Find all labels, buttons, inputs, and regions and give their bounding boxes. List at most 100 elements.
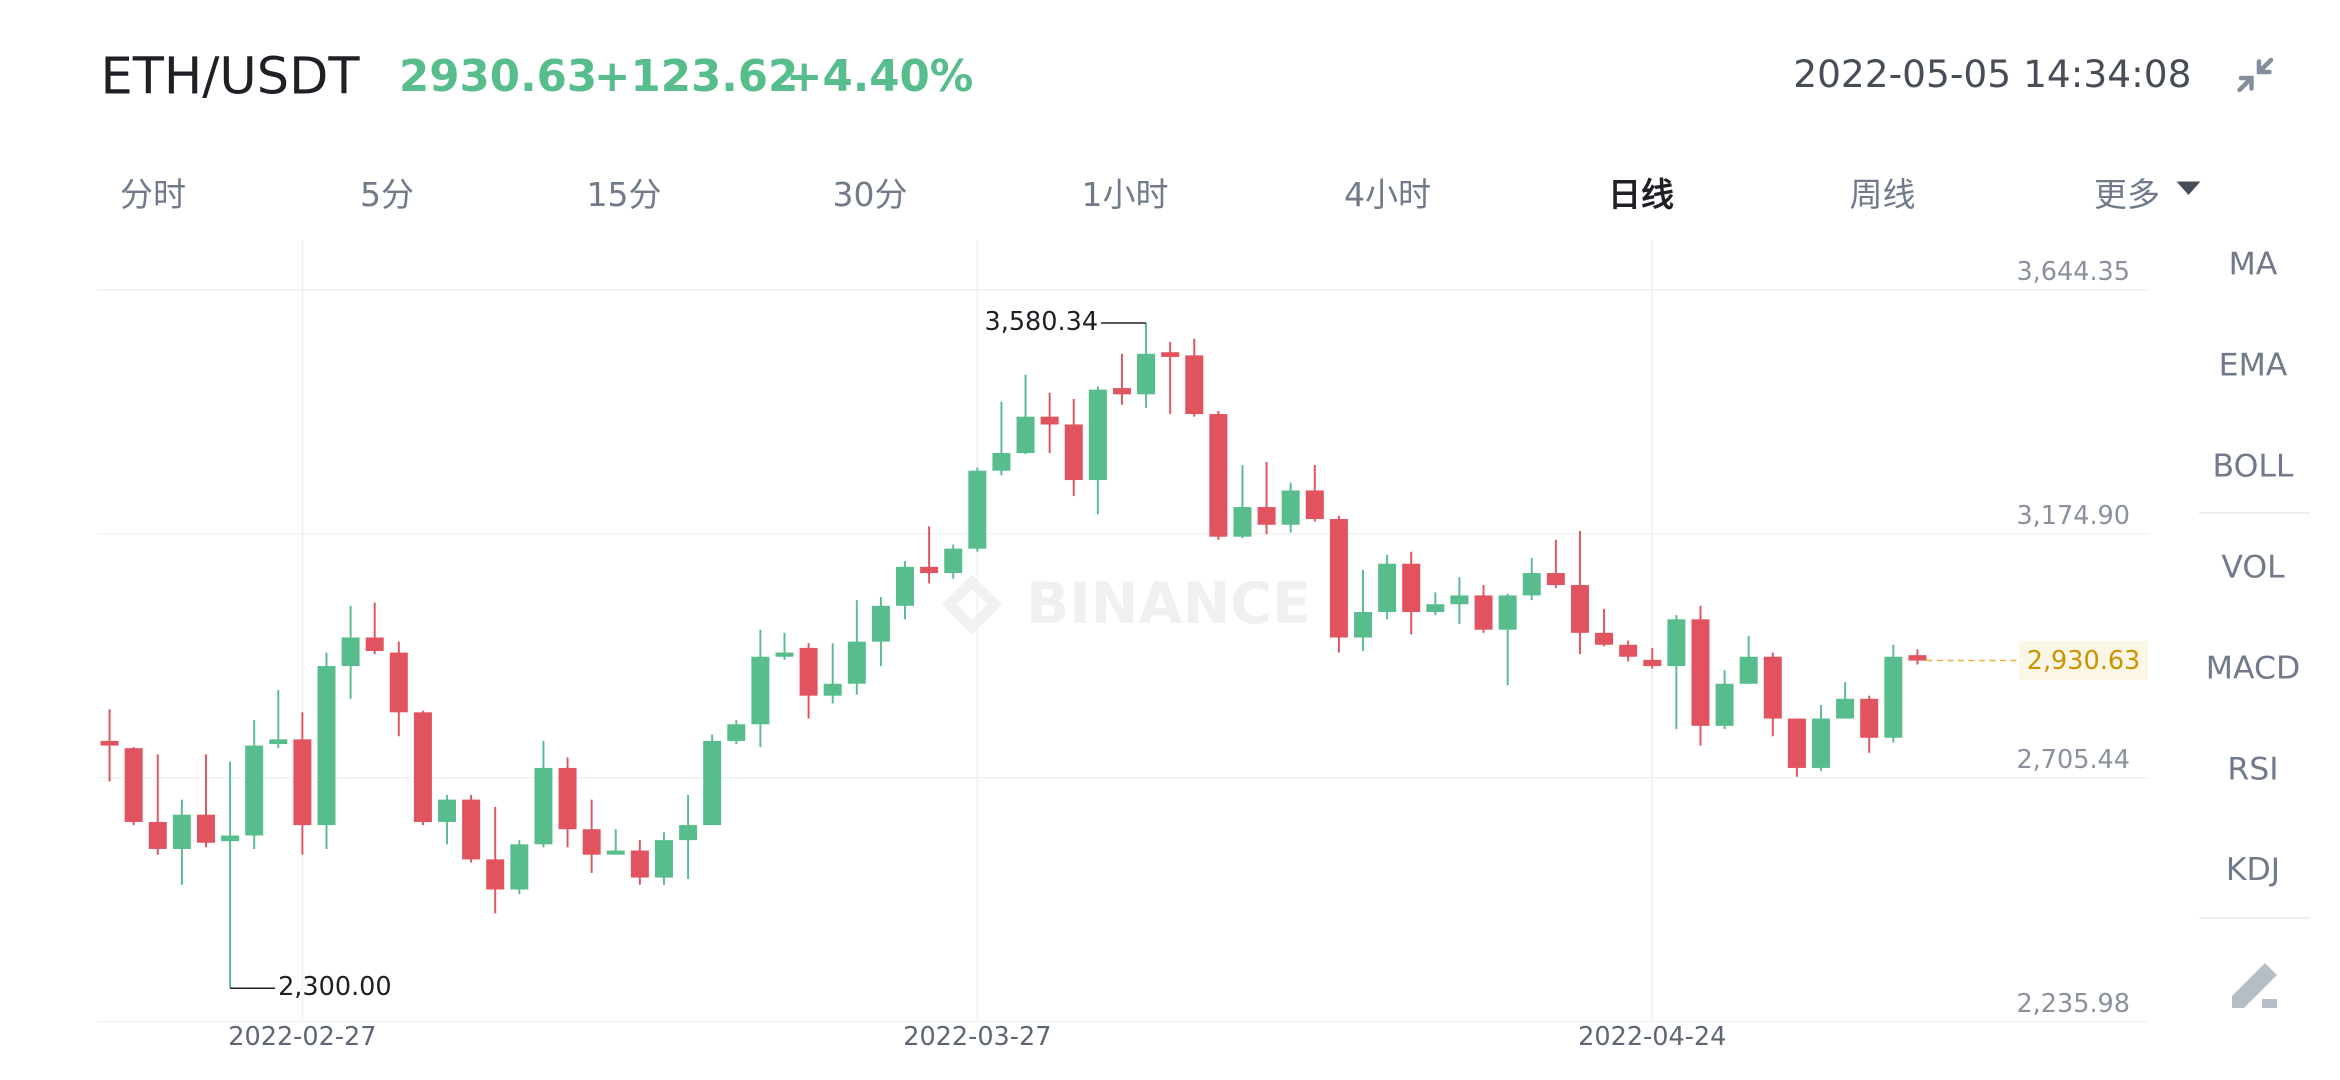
price-change-pct: +4.40% bbox=[786, 52, 973, 102]
candle-body bbox=[438, 799, 457, 822]
candle-body bbox=[1522, 573, 1541, 596]
candle-body bbox=[1040, 416, 1059, 425]
candle-body bbox=[1715, 683, 1734, 726]
candle-body bbox=[245, 745, 264, 836]
indicator-button[interactable]: MACD bbox=[2206, 650, 2300, 686]
price-change: +123.62 bbox=[594, 52, 798, 102]
candle-body bbox=[269, 739, 288, 745]
candle-body bbox=[462, 799, 481, 860]
candle-body bbox=[1643, 659, 1662, 667]
candle-body bbox=[775, 652, 794, 657]
pair-name: ETH/USDT bbox=[101, 48, 361, 107]
candle-body bbox=[1595, 632, 1614, 645]
candle-body bbox=[196, 814, 215, 843]
indicator-button[interactable]: KDJ bbox=[2226, 852, 2280, 888]
indicator-button[interactable]: BOLL bbox=[2213, 448, 2294, 484]
interval-tab[interactable]: 分时 bbox=[120, 175, 186, 214]
collapse-button[interactable] bbox=[2237, 57, 2274, 93]
candle-body bbox=[1546, 573, 1565, 586]
candle-body bbox=[1691, 619, 1710, 726]
candle-body bbox=[1667, 619, 1686, 667]
candle-body bbox=[1161, 352, 1180, 357]
candle-body bbox=[172, 814, 191, 849]
candle-body bbox=[1450, 595, 1469, 605]
last-price-label: 2,930.63 bbox=[2027, 646, 2141, 676]
plot-area: 2,235.98 2,705.44 3,174.90 3,644.35 2022-02-… bbox=[97, 240, 2150, 1052]
y-tick-label: 2,705.44 bbox=[2016, 745, 2130, 775]
candle-body bbox=[679, 825, 698, 841]
candle-body bbox=[510, 844, 529, 890]
candle-body bbox=[1378, 563, 1397, 613]
candle-body bbox=[630, 850, 649, 878]
candle-body bbox=[968, 470, 987, 549]
candle-body bbox=[920, 566, 939, 574]
candle-body bbox=[582, 829, 601, 855]
candle-body bbox=[124, 748, 143, 822]
y-tick-label: 2,235.98 bbox=[2016, 989, 2130, 1019]
candle-body bbox=[1233, 507, 1252, 537]
last-price: 2930.63 bbox=[399, 52, 597, 102]
candle-body bbox=[1402, 563, 1421, 613]
candle-body bbox=[606, 850, 625, 855]
interval-tabs: 分时 5分 15分 30分 1小时 4小时 日线 周线 更多 bbox=[120, 175, 2160, 214]
candle-body bbox=[992, 453, 1011, 471]
x-tick-label: 2022-04-24 bbox=[1578, 1022, 1726, 1052]
candle-body bbox=[148, 821, 167, 849]
candle-body bbox=[1619, 644, 1638, 657]
candle-body bbox=[486, 859, 505, 890]
watermark-text: BINANCE bbox=[1026, 571, 1311, 637]
interval-tab[interactable]: 周线 bbox=[1850, 175, 1916, 214]
interval-tab[interactable]: 15分 bbox=[587, 175, 662, 214]
indicator-button[interactable]: MA bbox=[2229, 247, 2278, 283]
candle-body bbox=[558, 767, 577, 830]
x-tick-label: 2022-02-27 bbox=[228, 1022, 376, 1052]
candle-body bbox=[534, 767, 553, 845]
candle-body bbox=[703, 740, 722, 826]
candle-body bbox=[317, 666, 336, 826]
candle-body bbox=[1426, 604, 1445, 613]
candle-body bbox=[1474, 595, 1493, 630]
candle-body bbox=[1064, 424, 1083, 481]
indicator-button[interactable]: VOL bbox=[2221, 549, 2285, 585]
candle-body bbox=[1763, 656, 1782, 719]
candle-body bbox=[1570, 585, 1589, 633]
interval-tab[interactable]: 5分 bbox=[360, 175, 414, 214]
candle-body bbox=[654, 840, 673, 878]
indicator-button[interactable]: RSI bbox=[2227, 751, 2278, 787]
candle-body bbox=[871, 605, 890, 642]
candle-body bbox=[1836, 698, 1855, 719]
candle-body bbox=[341, 637, 360, 667]
more-arrow[interactable] bbox=[2176, 181, 2201, 196]
candle-body bbox=[1787, 718, 1806, 768]
interval-tab[interactable]: 4小时 bbox=[1344, 175, 1431, 214]
candle-body bbox=[413, 712, 432, 822]
interval-tab[interactable]: 1小时 bbox=[1082, 175, 1169, 214]
low-label: 2,300.00 bbox=[278, 972, 392, 1002]
candle-body bbox=[100, 740, 119, 746]
candle-body bbox=[1137, 353, 1156, 395]
interval-tab[interactable]: 30分 bbox=[833, 175, 908, 214]
indicator-menu: MA EMA BOLL VOL MACD RSI KDJ bbox=[2206, 247, 2300, 889]
candle-body bbox=[847, 641, 866, 684]
candle-body bbox=[1016, 416, 1035, 454]
indicator-button[interactable]: EMA bbox=[2219, 347, 2288, 383]
candle-body bbox=[944, 548, 963, 574]
high-label: 3,580.34 bbox=[985, 307, 1099, 337]
candle-body bbox=[221, 835, 240, 842]
candle-body bbox=[1257, 507, 1276, 525]
candle-body bbox=[1860, 698, 1879, 738]
candle-body bbox=[1329, 519, 1348, 638]
candle-body bbox=[1305, 490, 1324, 520]
candle-body bbox=[293, 739, 312, 826]
interval-tab[interactable]: 日线 bbox=[1608, 175, 1674, 214]
draw-tool-button[interactable] bbox=[2232, 963, 2277, 1008]
candle-body bbox=[1354, 612, 1373, 638]
timestamp: 2022-05-05 14:34:08 bbox=[1793, 52, 2191, 96]
candle-body bbox=[1185, 355, 1204, 415]
candle-body bbox=[1884, 656, 1903, 738]
x-tick-label: 2022-03-27 bbox=[903, 1022, 1051, 1052]
candle-body bbox=[1739, 656, 1758, 684]
interval-tab[interactable]: 更多 bbox=[2094, 175, 2160, 214]
candle-body bbox=[823, 683, 842, 696]
